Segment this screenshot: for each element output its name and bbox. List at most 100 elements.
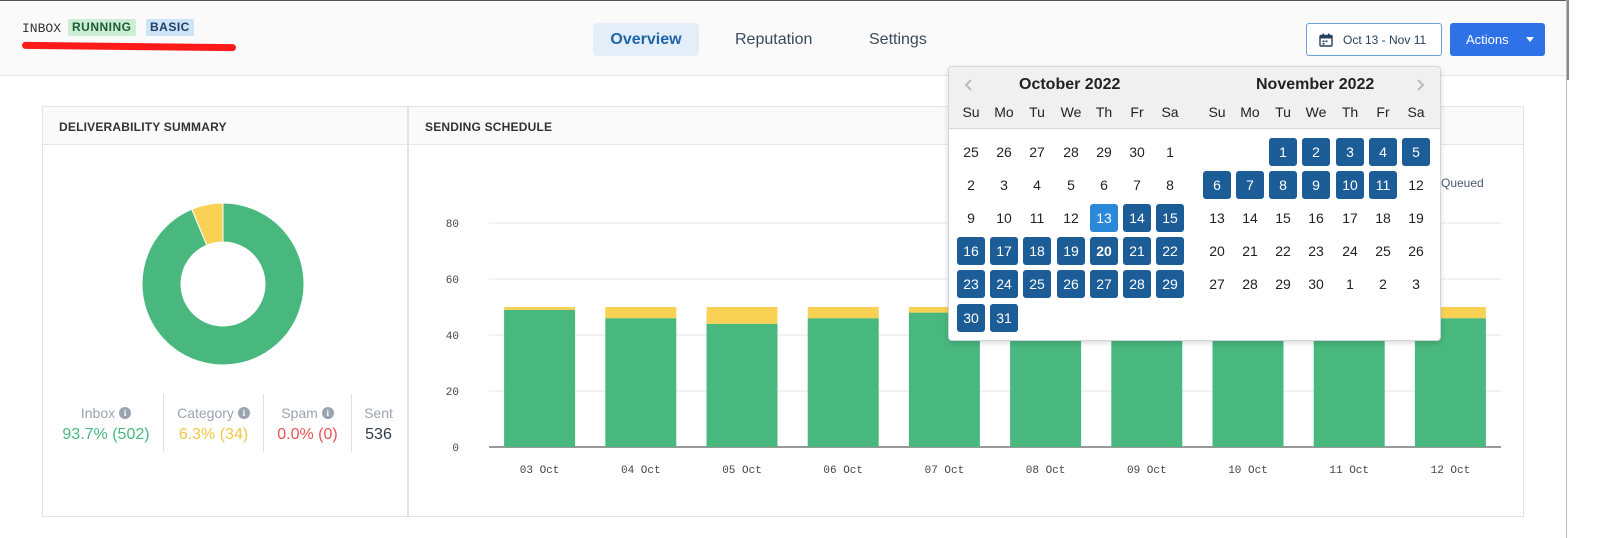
calendar-day[interactable]: 20	[1209, 243, 1225, 259]
calendar-day[interactable]: 30	[1308, 276, 1324, 292]
calendar-day[interactable]: 10	[1336, 171, 1364, 199]
calendar-day[interactable]: 29	[1096, 144, 1112, 160]
stat-inbox-value: 93.7% (502)	[62, 426, 150, 443]
calendar-day[interactable]: 28	[1123, 270, 1151, 298]
calendar-day[interactable]: 27	[1029, 144, 1045, 160]
chevron-right-icon[interactable]	[1412, 77, 1428, 93]
calendar-day[interactable]: 1	[1166, 144, 1174, 160]
calendar-day[interactable]: 7	[1133, 177, 1141, 193]
calendar-day[interactable]: 24	[990, 270, 1018, 298]
calendar-day[interactable]: 8	[1166, 177, 1174, 193]
calendar-day[interactable]: 17	[990, 237, 1018, 265]
calendar-day[interactable]: 2	[967, 177, 975, 193]
bar-category[interactable]	[1414, 307, 1486, 319]
calendar-day[interactable]: 26	[1057, 270, 1085, 298]
calendar-day[interactable]: 15	[1275, 210, 1291, 226]
calendar-day[interactable]: 4	[1033, 177, 1041, 193]
x-tick-label: 03 Oct	[520, 465, 560, 477]
calendar-day[interactable]: 6	[1203, 171, 1231, 199]
tab-settings[interactable]: Settings	[869, 31, 927, 48]
bar-category[interactable]	[706, 307, 778, 324]
bar-inbox[interactable]	[504, 309, 576, 447]
bar-inbox[interactable]	[706, 323, 778, 447]
calendar-day[interactable]: 10	[996, 210, 1012, 226]
info-icon[interactable]: i	[321, 407, 334, 419]
calendar-day[interactable]: 26	[996, 144, 1012, 160]
calendar-day[interactable]: 29	[1156, 270, 1184, 298]
date-range-button[interactable]: Oct 13 - Nov 11	[1306, 23, 1442, 56]
stat-sent-value: 536	[365, 426, 392, 443]
legend-queued[interactable]: Queued	[1441, 176, 1484, 190]
calendar-day[interactable]: 20	[1090, 237, 1118, 265]
info-icon[interactable]: i	[119, 407, 132, 419]
scrollbar[interactable]	[1566, 0, 1600, 538]
x-tick-label: 10 Oct	[1228, 465, 1268, 477]
calendar-day[interactable]: 30	[957, 304, 985, 332]
calendar-day[interactable]: 9	[967, 210, 975, 226]
calendar-day[interactable]: 7	[1236, 171, 1264, 199]
bar-category[interactable]	[504, 307, 576, 310]
calendar-day[interactable]: 13	[1090, 204, 1118, 232]
bar-inbox[interactable]	[807, 318, 879, 447]
calendar-day[interactable]: 5	[1402, 138, 1430, 166]
weekday-label: We	[1305, 104, 1327, 120]
calendar-day[interactable]: 14	[1242, 210, 1258, 226]
donut-slice-category[interactable]	[191, 202, 224, 246]
calendar-day[interactable]: 14	[1123, 204, 1151, 232]
calendar-day[interactable]: 25	[963, 144, 979, 160]
calendar-day[interactable]: 31	[990, 304, 1018, 332]
calendar-day[interactable]: 27	[1209, 276, 1225, 292]
calendar-day[interactable]: 22	[1275, 243, 1291, 259]
calendar-day[interactable]: 1	[1269, 138, 1297, 166]
calendar-day[interactable]: 2	[1379, 276, 1387, 292]
calendar-day[interactable]: 24	[1342, 243, 1358, 259]
calendar-day[interactable]: 3	[1336, 138, 1364, 166]
calendar-day[interactable]: 16	[1308, 210, 1324, 226]
calendar-day[interactable]: 22	[1156, 237, 1184, 265]
calendar-day[interactable]: 28	[1063, 144, 1079, 160]
calendar-day[interactable]: 1	[1346, 276, 1354, 292]
calendar-day[interactable]: 16	[957, 237, 985, 265]
bar-inbox[interactable]	[605, 318, 677, 447]
calendar-day[interactable]: 23	[957, 270, 985, 298]
calendar-day[interactable]: 8	[1269, 171, 1297, 199]
calendar-day[interactable]: 17	[1342, 210, 1358, 226]
calendar-day[interactable]: 5	[1067, 177, 1075, 193]
calendar-day[interactable]: 4	[1369, 138, 1397, 166]
calendar-day[interactable]: 30	[1129, 144, 1145, 160]
calendar-day[interactable]: 21	[1123, 237, 1151, 265]
calendar-day[interactable]: 6	[1100, 177, 1108, 193]
calendar-day[interactable]: 19	[1408, 210, 1424, 226]
calendar-day[interactable]: 26	[1408, 243, 1424, 259]
calendar-day[interactable]: 12	[1063, 210, 1079, 226]
calendar-day[interactable]: 9	[1302, 171, 1330, 199]
calendar-day[interactable]: 12	[1408, 177, 1424, 193]
calendar-day[interactable]: 18	[1375, 210, 1391, 226]
calendar-day[interactable]: 25	[1023, 270, 1051, 298]
calendar-day[interactable]: 13	[1209, 210, 1225, 226]
chevron-left-icon[interactable]	[961, 77, 977, 93]
calendar-day[interactable]: 15	[1156, 204, 1184, 232]
calendar-day[interactable]: 2	[1302, 138, 1330, 166]
calendar-day[interactable]: 18	[1023, 237, 1051, 265]
calendar-day[interactable]: 28	[1242, 276, 1258, 292]
bar-category[interactable]	[807, 307, 879, 319]
tab-reputation[interactable]: Reputation	[735, 31, 813, 48]
calendar-day[interactable]: 11	[1369, 171, 1397, 199]
calendar-day[interactable]: 23	[1308, 243, 1324, 259]
info-icon[interactable]: i	[237, 407, 250, 419]
calendar-day[interactable]: 25	[1375, 243, 1391, 259]
calendar-day[interactable]: 11	[1029, 210, 1045, 226]
actions-button[interactable]: Actions	[1450, 23, 1545, 56]
donut-slice-inbox[interactable]	[141, 202, 305, 366]
calendar-day[interactable]: 21	[1242, 243, 1258, 259]
calendar-day[interactable]: 3	[1412, 276, 1420, 292]
calendar-day[interactable]: 27	[1090, 270, 1118, 298]
bar-category[interactable]	[605, 307, 677, 319]
status-badge: RUNNING	[68, 19, 136, 36]
bar-category[interactable]	[908, 307, 980, 313]
tab-overview[interactable]: Overview	[593, 23, 699, 56]
calendar-day[interactable]: 19	[1057, 237, 1085, 265]
calendar-day[interactable]: 3	[1000, 177, 1008, 193]
calendar-day[interactable]: 29	[1275, 276, 1291, 292]
